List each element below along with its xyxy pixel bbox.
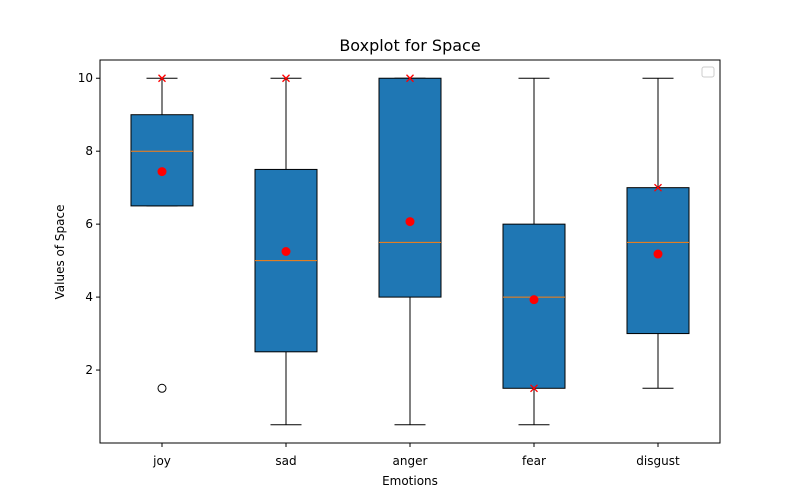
x-tick-label: anger	[393, 454, 428, 468]
axes-frame	[99, 59, 721, 444]
mean-marker	[281, 247, 291, 256]
mean-marker	[157, 167, 167, 177]
x-marker	[158, 74, 166, 83]
mean-marker	[653, 249, 663, 259]
x-marker	[406, 74, 414, 83]
y-tick-label: 2	[85, 363, 93, 377]
box-disgust	[626, 187, 690, 335]
legend-box	[701, 66, 715, 78]
x-marker	[654, 183, 662, 192]
box-fear	[502, 223, 566, 389]
box-anger	[378, 77, 442, 298]
mean-marker	[529, 295, 539, 305]
y-tick-label: 4	[85, 290, 93, 304]
x-tick-label: disgust	[636, 454, 680, 468]
y-tick-label: 10	[78, 71, 93, 85]
x-axis-label: Emotions	[382, 474, 438, 488]
x-tick-label: fear	[522, 454, 546, 468]
box-joy	[130, 114, 194, 207]
x-marker	[530, 384, 538, 393]
x-tick-label: sad	[275, 454, 296, 468]
x-marker	[282, 74, 290, 83]
x-tick-label: joy	[152, 454, 171, 468]
outlier-point	[157, 383, 167, 393]
plot-area: 2 4 6 8 10 joy sad anger fear disgust	[78, 71, 690, 468]
y-tick-label: 8	[85, 144, 93, 158]
y-tick-label: 6	[85, 217, 93, 231]
chart-title: Boxplot for Space	[339, 36, 480, 55]
y-axis-label: Values of Space	[53, 205, 67, 300]
mean-marker	[405, 217, 415, 227]
